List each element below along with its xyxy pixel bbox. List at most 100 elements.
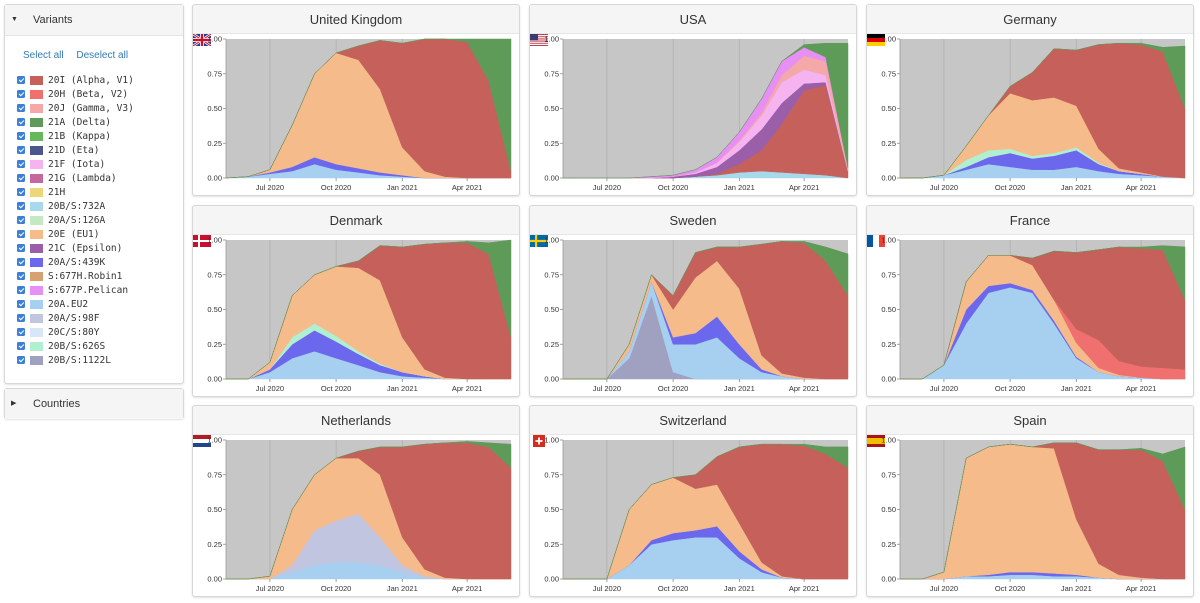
stacked-area-chart: 0.00 0.25 0.50 0.75 1.00 Jul 2020 Oct 2020 Jan … (881, 35, 1186, 192)
x-tick-label: Jan 2021 (724, 384, 755, 393)
variant-checkbox[interactable] (17, 328, 25, 336)
variant-item[interactable]: 21C (Epsilon) (17, 241, 183, 255)
variant-item[interactable]: 20H (Beta, V2) (17, 87, 183, 101)
variant-item[interactable]: 21D (Eta) (17, 143, 183, 157)
variant-label: 21G (Lambda) (48, 172, 117, 184)
variant-item[interactable]: 21B (Kappa) (17, 129, 183, 143)
country-name: Germany (1003, 11, 1057, 27)
variant-color-swatch (30, 341, 43, 351)
variant-checkbox[interactable] (17, 174, 25, 182)
variant-checkbox[interactable] (17, 342, 25, 350)
country-name: USA (679, 11, 707, 27)
variant-checkbox[interactable] (17, 132, 25, 140)
countries-header[interactable]: ▶ Countries (5, 389, 183, 419)
y-tick-label: 0.50 (207, 104, 222, 113)
variant-checkbox[interactable] (17, 230, 25, 238)
variant-item[interactable]: 20A/S:98F (17, 311, 183, 325)
variant-item[interactable]: 20C/S:80Y (17, 325, 183, 339)
variant-checkbox[interactable] (17, 272, 25, 280)
x-tick-label: Jul 2020 (930, 384, 958, 393)
x-tick-label: Apr 2021 (789, 584, 819, 593)
variant-color-swatch (30, 201, 43, 211)
variant-item[interactable]: 20A/S:126A (17, 213, 183, 227)
variant-checkbox[interactable] (17, 258, 25, 266)
country-name: Spain (1013, 412, 1047, 428)
variant-color-swatch (30, 313, 43, 323)
y-tick-label: 0.00 (207, 375, 222, 384)
chart-title: USA (530, 5, 856, 46)
y-tick-label: 0.50 (544, 104, 559, 113)
variant-item[interactable]: 21H (17, 185, 183, 199)
country-name: Sweden (669, 212, 717, 228)
variant-checkbox[interactable] (17, 314, 25, 322)
variant-item[interactable]: 21G (Lambda) (17, 171, 183, 185)
x-tick-label: Oct 2020 (321, 183, 351, 192)
variant-item[interactable]: 20E (EU1) (17, 227, 183, 241)
area-series (562, 42, 849, 179)
countries-title: Countries (33, 398, 81, 410)
variant-item[interactable]: 20B/S:1122L (17, 353, 183, 367)
stacked-area-chart: 0.00 0.25 0.50 0.75 1.00 Jul 2020 Oct 2020 Jan … (207, 436, 512, 593)
x-tick-label: Apr 2021 (789, 183, 819, 192)
variant-item[interactable]: 20B/S:732A (17, 199, 183, 213)
x-tick-label: Jul 2020 (593, 183, 621, 192)
y-tick-label: 0.50 (544, 505, 559, 514)
variant-item[interactable]: 20J (Gamma, V3) (17, 101, 183, 115)
x-tick-label: Oct 2020 (321, 384, 351, 393)
country-chart-card: Sweden 0.00 0.25 0.50 0.75 1.00 Jul 2020 Oct 20… (529, 205, 857, 397)
variant-color-swatch (30, 145, 43, 155)
y-tick-label: 0.25 (881, 540, 896, 549)
variant-label: 20B/S:732A (48, 200, 106, 212)
variant-item[interactable]: 20I (Alpha, V1) (17, 73, 183, 87)
variant-checkbox[interactable] (17, 244, 25, 252)
y-tick-label: 1.00 (207, 436, 222, 445)
chart-title: Netherlands (193, 406, 519, 447)
variant-label: 21C (Epsilon) (48, 242, 123, 254)
country-name: United Kingdom (309, 11, 403, 27)
variant-checkbox[interactable] (17, 188, 25, 196)
country-name: France (1009, 212, 1051, 228)
variant-color-swatch (30, 257, 43, 267)
variant-color-swatch (30, 271, 43, 281)
variant-color-swatch (30, 159, 43, 169)
variant-item[interactable]: 20A.EU2 (17, 297, 183, 311)
x-tick-label: Jul 2020 (593, 384, 621, 393)
y-tick-label: 0.25 (544, 540, 559, 549)
variant-label: 20A/S:439K (48, 256, 106, 268)
x-tick-label: Oct 2020 (995, 183, 1025, 192)
area-series (899, 442, 1186, 580)
variant-item[interactable]: 21F (Iota) (17, 157, 183, 171)
variant-checkbox[interactable] (17, 286, 25, 294)
variant-color-swatch (30, 285, 43, 295)
variant-checkbox[interactable] (17, 216, 25, 224)
variant-color-swatch (30, 355, 43, 365)
variant-item[interactable]: 21A (Delta) (17, 115, 183, 129)
deselect-all-link[interactable]: Deselect all (76, 50, 129, 61)
variant-checkbox[interactable] (17, 356, 25, 364)
variant-item[interactable]: S:677P.Pelican (17, 283, 183, 297)
variant-checkbox[interactable] (17, 118, 25, 126)
stacked-area-chart: 0.00 0.25 0.50 0.75 1.00 Jul 2020 Oct 2020 Jan … (544, 236, 849, 393)
variants-header[interactable]: ▼ Variants (5, 5, 183, 36)
y-tick-label: 0.75 (544, 270, 559, 279)
variant-item[interactable]: 20B/S:626S (17, 339, 183, 353)
variant-checkbox[interactable] (17, 160, 25, 168)
y-tick-label: 0.75 (544, 470, 559, 479)
country-chart-card: USA 0.00 0.25 0.50 0.75 1.00 Jul 2020 Oct 2020 J… (529, 4, 857, 196)
variant-checkbox[interactable] (17, 90, 25, 98)
variant-checkbox[interactable] (17, 104, 25, 112)
variant-checkbox[interactable] (17, 146, 25, 154)
select-all-link[interactable]: Select all (23, 50, 64, 61)
y-tick-label: 0.25 (881, 340, 896, 349)
country-name: Netherlands (320, 412, 392, 428)
x-tick-label: Apr 2021 (452, 183, 482, 192)
de-flag-icon (867, 34, 885, 46)
variant-checkbox[interactable] (17, 76, 25, 84)
y-tick-label: 0.25 (207, 540, 222, 549)
variant-label: 20B/S:1122L (48, 354, 111, 366)
variant-checkbox[interactable] (17, 202, 25, 210)
variant-item[interactable]: S:677H.Robin1 (17, 269, 183, 283)
area-series (562, 443, 849, 580)
variant-item[interactable]: 20A/S:439K (17, 255, 183, 269)
variant-checkbox[interactable] (17, 300, 25, 308)
